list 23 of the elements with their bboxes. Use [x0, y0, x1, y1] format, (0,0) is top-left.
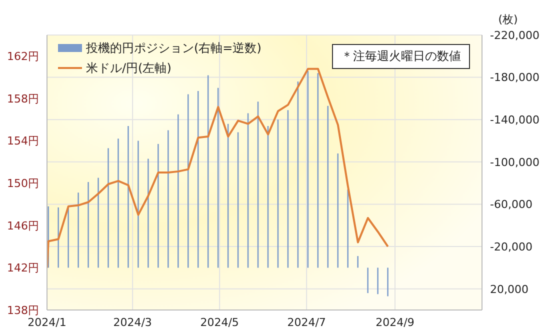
y2-tick-label: -220,000: [490, 28, 540, 42]
y-tick-label: 146円: [7, 219, 39, 232]
y2-tick-label: -60,000: [490, 198, 532, 212]
x-tick-label: 2024/1: [28, 316, 66, 329]
y2-tick-label: -180,000: [490, 71, 540, 84]
y-tick-label: 150円: [7, 176, 39, 190]
y2-tick-label: 20,000: [490, 282, 528, 296]
x-tick-label: 2024/9: [376, 316, 414, 329]
y-tick-label: 162円: [7, 50, 39, 64]
legend-label: 米ドル/円(左軸): [86, 60, 172, 77]
x-tick-label: 2024/3: [113, 316, 152, 329]
y-tick-label: 154円: [7, 134, 39, 148]
x-tick-label: 2024/7: [287, 316, 326, 329]
annotation: ＊注毎週火曜日の数値: [332, 44, 470, 69]
y2-tick-label: -20,000: [490, 240, 532, 254]
y2-tick-label: -100,000: [490, 156, 540, 169]
y-tick-label: 142円: [7, 262, 39, 275]
y-tick-label: 138円: [7, 304, 39, 317]
y2-tick-label: -140,000: [490, 114, 540, 127]
legend-label: 投機的円ポジション(右軸=逆数): [86, 40, 262, 57]
y2-axis-title: (枚): [498, 13, 518, 26]
x-tick-label: 2024/5: [200, 316, 239, 329]
y-tick-label: 158円: [7, 92, 39, 106]
